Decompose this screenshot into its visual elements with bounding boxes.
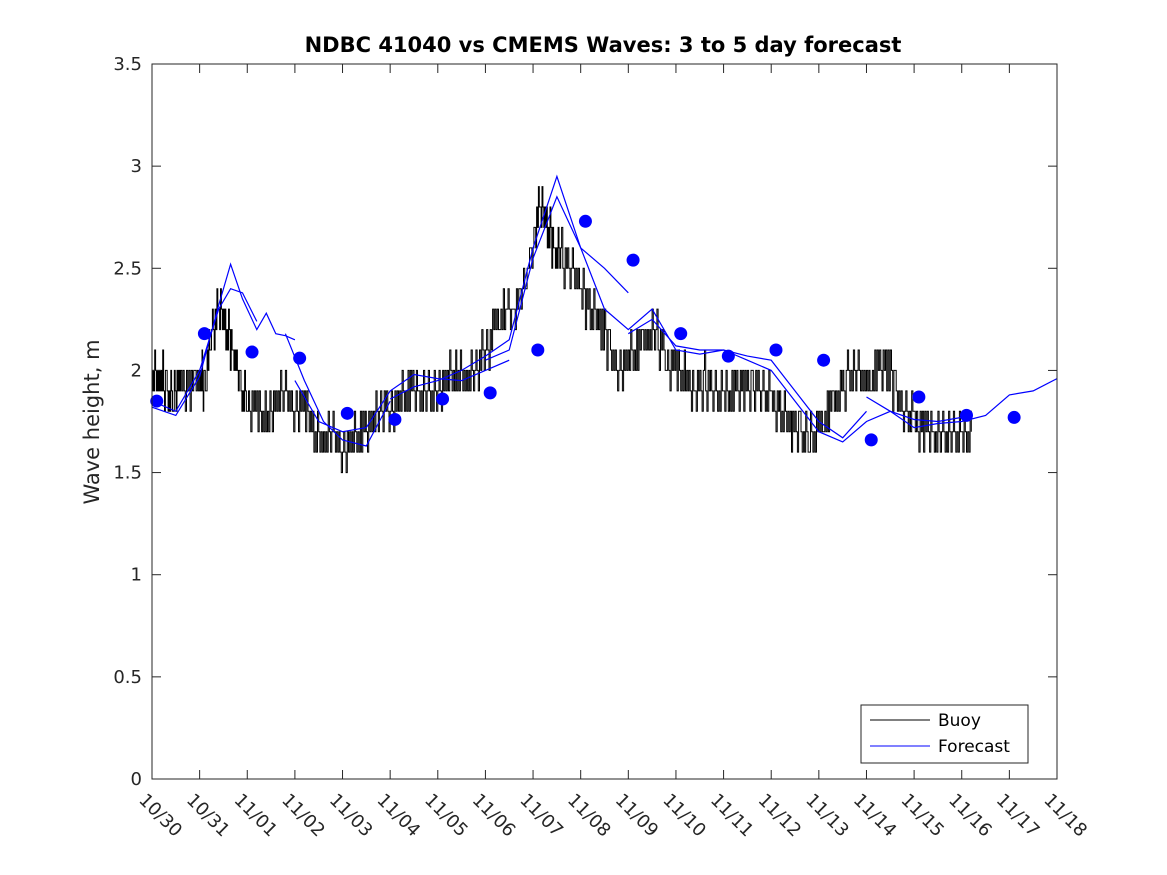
series-layer <box>150 174 1058 474</box>
x-tick-label: 10/30 <box>134 790 186 842</box>
x-tick-label: 11/03 <box>325 790 377 842</box>
x-tick-label: 11/16 <box>944 790 996 842</box>
y-axis-label: Wave height, m <box>80 339 104 504</box>
forecast-point <box>912 390 926 404</box>
y-tick-label: 2 <box>131 360 142 381</box>
x-tick-label: 11/13 <box>801 790 853 842</box>
x-tick-label: 11/02 <box>277 790 329 842</box>
forecast-point <box>340 406 354 420</box>
y-tick-label: 0 <box>131 769 142 790</box>
forecast-point <box>578 214 592 228</box>
forecast-series-line <box>627 318 867 439</box>
y-tick-label: 1.5 <box>113 463 142 484</box>
plot-frame <box>151 63 1058 780</box>
buoy-series-line <box>152 186 972 474</box>
x-tick-label: 11/11 <box>706 790 758 842</box>
y-tick-label: 1 <box>131 565 142 586</box>
x-tick-label: 11/17 <box>992 790 1044 842</box>
forecast-point <box>626 253 640 267</box>
x-tick-label: 10/31 <box>182 790 234 842</box>
forecast-point <box>531 343 545 357</box>
x-tick-label: 11/10 <box>658 790 710 842</box>
forecast-point <box>1007 410 1021 424</box>
x-tick-label: 11/09 <box>611 790 663 842</box>
legend-forecast-label: Forecast <box>938 737 1010 757</box>
forecast-point <box>293 351 307 365</box>
forecast-point <box>864 433 878 447</box>
chart-title: NDBC 41040 vs CMEMS Waves: 3 to 5 day fo… <box>305 33 902 57</box>
forecast-series-line <box>866 378 1058 429</box>
y-tick-label: 0.5 <box>113 667 142 688</box>
forecast-point <box>483 386 497 400</box>
forecast-series-line <box>389 174 629 400</box>
forecast-point <box>150 394 164 408</box>
forecast-series-line <box>151 287 258 413</box>
y-tick-label: 2.5 <box>113 258 142 279</box>
forecast-point <box>674 327 688 341</box>
forecast-point <box>197 327 211 341</box>
forecast-point <box>245 345 259 359</box>
forecast-point <box>817 353 831 367</box>
forecast-point <box>436 392 450 406</box>
x-tick-label: 11/15 <box>897 790 949 842</box>
legend: Buoy Forecast <box>860 704 1029 764</box>
y-tick-label: 3.5 <box>113 54 142 75</box>
x-tick-label: 11/07 <box>516 790 568 842</box>
x-tick-label: 11/12 <box>754 790 806 842</box>
x-tick-label: 11/01 <box>230 790 282 842</box>
forecast-series-line <box>294 359 510 433</box>
forecast-point <box>769 343 783 357</box>
forecast-series-line <box>151 262 296 417</box>
forecast-series-line <box>723 349 962 443</box>
x-tick-label: 11/08 <box>563 790 615 842</box>
forecast-point <box>388 412 402 426</box>
x-tick-label: 11/04 <box>373 790 425 842</box>
x-tick-label: 11/14 <box>849 790 901 842</box>
forecast-series-line <box>485 195 724 361</box>
forecast-series-line <box>284 333 391 447</box>
legend-buoy-label: Buoy <box>938 711 981 731</box>
y-tick-label: 3 <box>131 156 142 177</box>
x-tick-label: 11/06 <box>468 790 520 842</box>
x-tick-label: 11/18 <box>1039 790 1091 842</box>
legend-box <box>860 704 1029 764</box>
forecast-point <box>960 408 973 422</box>
x-tick-label: 11/05 <box>420 790 472 842</box>
forecast-point <box>721 349 735 363</box>
